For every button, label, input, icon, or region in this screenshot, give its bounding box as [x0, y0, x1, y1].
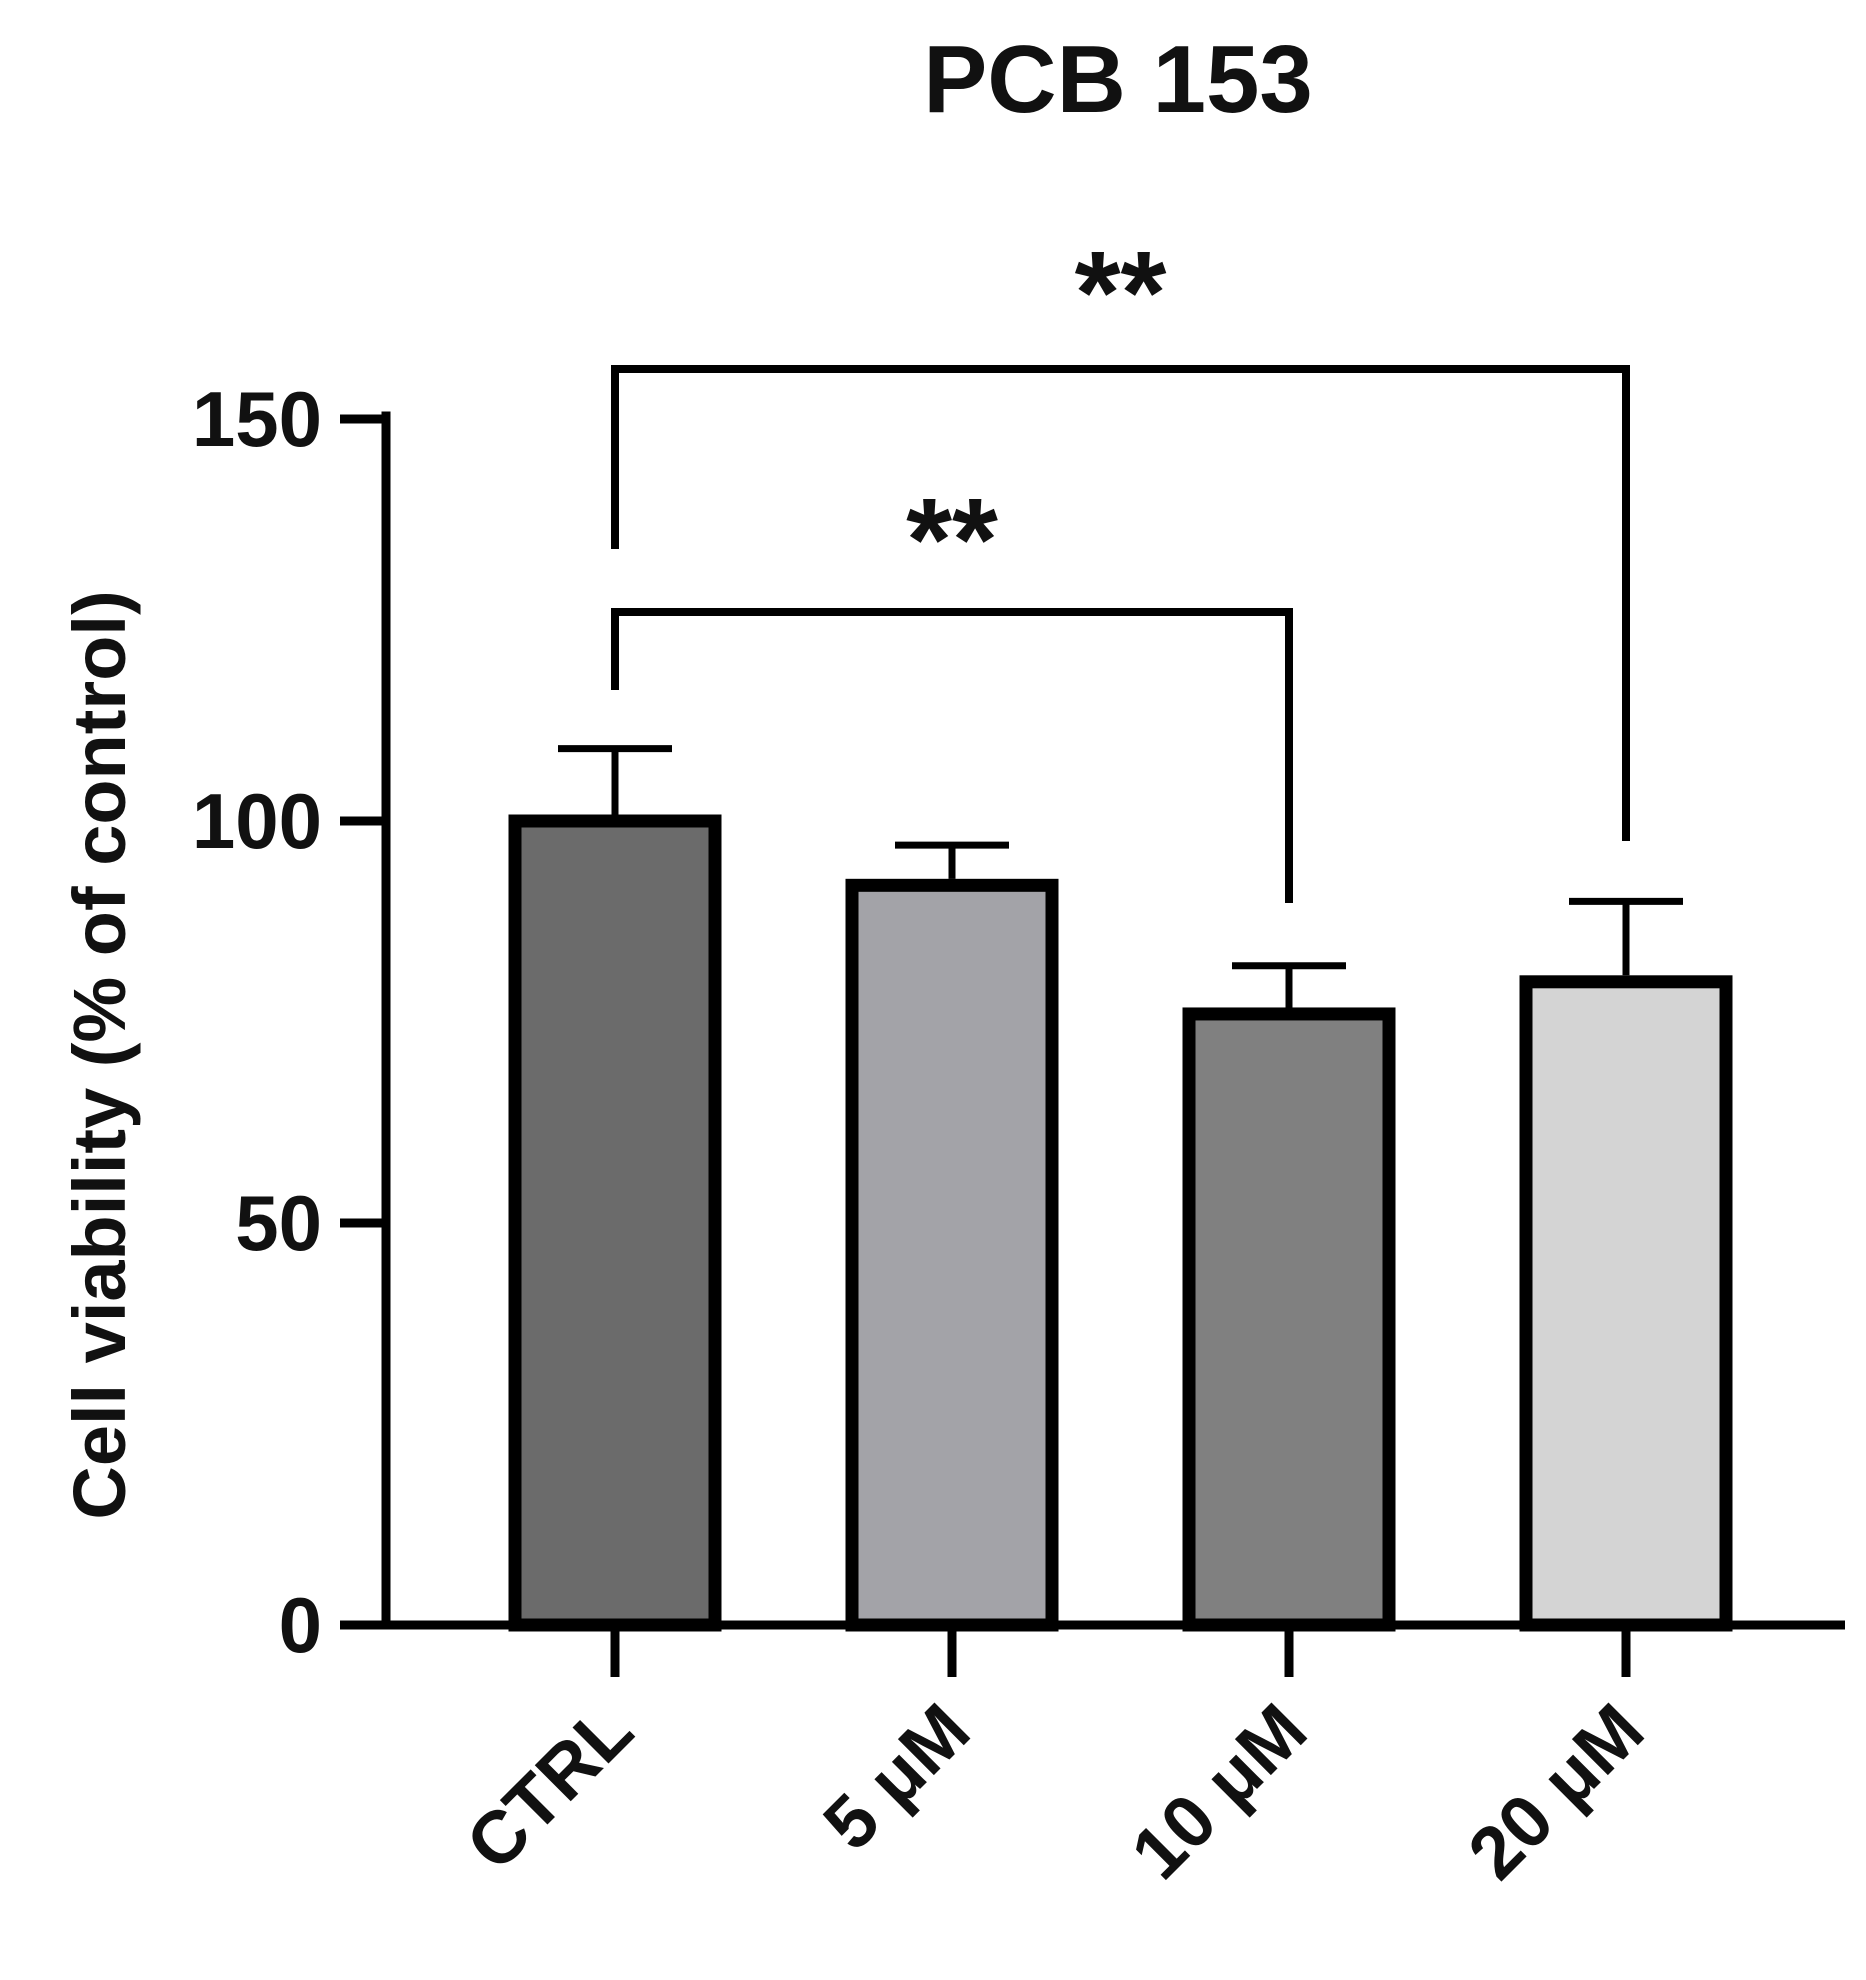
significance-label-1: **: [1075, 227, 1167, 359]
y-axis-label: Cell viability (% of control): [58, 590, 141, 1519]
y-tick-label-1: 50: [235, 1179, 322, 1267]
bar-2: [1182, 1007, 1396, 1632]
chart-title: PCB 153: [923, 26, 1313, 133]
significance-label-0: **: [906, 474, 998, 606]
y-tick-label-3: 150: [192, 375, 322, 463]
plot-area: 0 50 100 150 CTRL 5 μM 10 μM 20 μM ** **: [192, 227, 1845, 1895]
x-tick-label-2: 10 μM: [1115, 1688, 1322, 1895]
y-tick-label-2: 100: [192, 777, 322, 865]
significance-bracket-0: [611, 608, 1293, 903]
significance-bracket-1: [611, 365, 1630, 841]
x-tick-label-1: 5 μM: [807, 1688, 985, 1866]
x-tick-label-3: 20 μM: [1452, 1688, 1659, 1895]
bar-0: [508, 814, 722, 1632]
bar-3: [1519, 975, 1733, 1632]
y-tick-label-0: 0: [279, 1581, 322, 1669]
bar-1: [845, 878, 1059, 1632]
x-tick-label-0: CTRL: [450, 1688, 648, 1886]
